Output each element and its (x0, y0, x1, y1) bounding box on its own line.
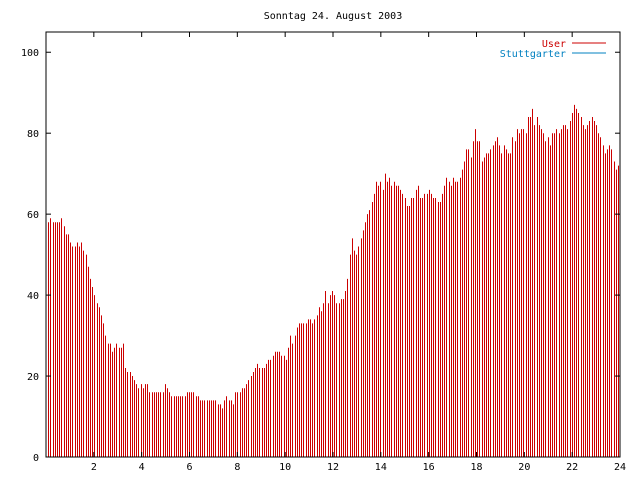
legend-label-user: User (542, 39, 566, 50)
plot-frame (45, 31, 621, 458)
y-tick-label: 40 (27, 291, 39, 302)
x-tick-label: 10 (279, 462, 291, 473)
y-tick-label: 100 (21, 48, 39, 59)
y-tick-label: 80 (27, 129, 39, 140)
x-tick-label: 4 (139, 462, 145, 473)
x-tick-label: 12 (327, 462, 339, 473)
x-tick-label: 20 (518, 462, 530, 473)
chart-title: Sonntag 24. August 2003 (264, 11, 402, 22)
x-tick-label: 22 (566, 462, 578, 473)
x-tick-label: 24 (614, 462, 626, 473)
x-tick-label: 6 (186, 462, 192, 473)
y-tick-label: 20 (27, 372, 39, 383)
x-tick-label: 18 (470, 462, 482, 473)
x-tick-label: 14 (375, 462, 387, 473)
x-axis-ticks: 2 4 6 8 10 12 14 16 18 20 22 24 (91, 32, 626, 473)
x-tick-label: 2 (91, 462, 97, 473)
bars-group (48, 104, 619, 457)
legend: User Stuttgarter (500, 39, 606, 60)
y-tick-label: 0 (33, 453, 39, 464)
legend-label-stuttgarter: Stuttgarter (500, 49, 566, 60)
x-tick-label: 16 (423, 462, 435, 473)
x-tick-label: 8 (234, 462, 240, 473)
y-tick-label: 60 (27, 210, 39, 221)
